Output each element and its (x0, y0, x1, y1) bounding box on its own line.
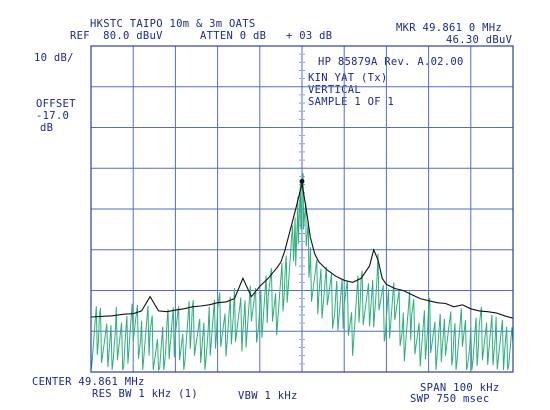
peak-marker (299, 178, 305, 184)
marker-frequency: MKR 49.861 0 MHz (396, 22, 502, 34)
plot-traces (90, 173, 514, 372)
center-frequency: CENTER 49.861 MHz (32, 376, 145, 388)
site-title: HKSTC TAIPO 10m & 3m OATS (90, 18, 256, 30)
ref-level: REF 80.0 dBuV (70, 30, 163, 42)
marker-level: 46.30 dBuV (446, 34, 513, 46)
trace-green-series (90, 173, 514, 372)
offset-label: OFFSET (36, 98, 76, 110)
resolution-bandwidth: RES BW 1 kHz (1) (92, 388, 198, 400)
video-bandwidth: VBW 1 kHz (238, 390, 298, 402)
scale-per-division: 10 dB/ (34, 52, 74, 64)
offset-correction: + 03 dB (286, 30, 333, 42)
offset-unit: dB (40, 122, 54, 134)
sample-label: SAMPLE 1 OF 1 (308, 96, 395, 108)
offset-value: -17.0 (36, 110, 70, 122)
attenuation: ATTEN 0 dB (200, 30, 267, 42)
plot-frame (90, 45, 514, 373)
span: SPAN 100 kHz (420, 382, 500, 394)
sweep-time: SWP 750 msec (410, 393, 490, 405)
trace-black-series (90, 183, 514, 319)
